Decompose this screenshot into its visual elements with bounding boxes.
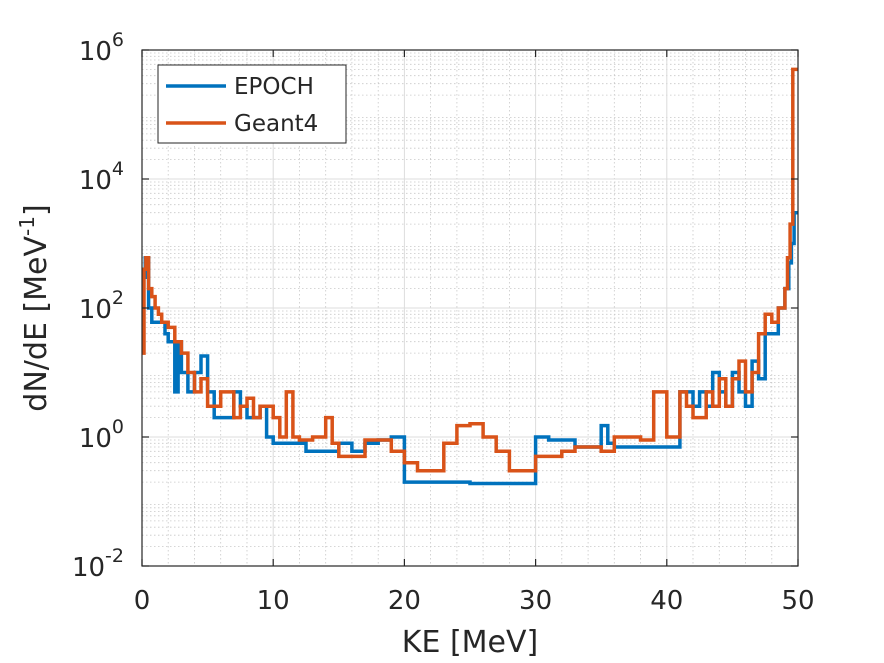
y-axis-title-main: dN/dE [MeV (19, 236, 54, 412)
y-tick-label: 102 (79, 287, 124, 325)
legend: EPOCH Geant4 (157, 64, 347, 144)
series-line-geant4 (142, 67, 798, 473)
y-tick-label: 106 (79, 29, 124, 67)
x-tick-label: 10 (257, 586, 290, 616)
grid-lines (141, 49, 799, 567)
x-tick-label: 20 (388, 586, 421, 616)
x-tick-label: 30 (519, 586, 552, 616)
series-line-epoch (142, 210, 798, 486)
series-lines (142, 67, 798, 486)
y-axis-title: dN/dE [MeV-1] (15, 204, 54, 411)
legend-label-epoch: EPOCH (234, 74, 314, 100)
x-axis-title: KE [MeV] (402, 625, 538, 660)
x-tick-label: 40 (650, 586, 683, 616)
axis-ticks: 0 10 20 30 40 50 10-2 100 102 104 106 (72, 29, 815, 616)
x-tick-label: 50 (781, 586, 814, 616)
y-tick-label: 10-2 (72, 545, 124, 583)
y-tick-label: 104 (79, 158, 124, 196)
y-axis-title-superscript: -1 (15, 216, 39, 236)
y-axis-title-suffix: ] (19, 204, 54, 216)
legend-box (157, 64, 347, 144)
x-tick-label: 0 (134, 586, 151, 616)
legend-label-geant4: Geant4 (234, 111, 318, 137)
y-tick-label: 100 (79, 416, 124, 454)
